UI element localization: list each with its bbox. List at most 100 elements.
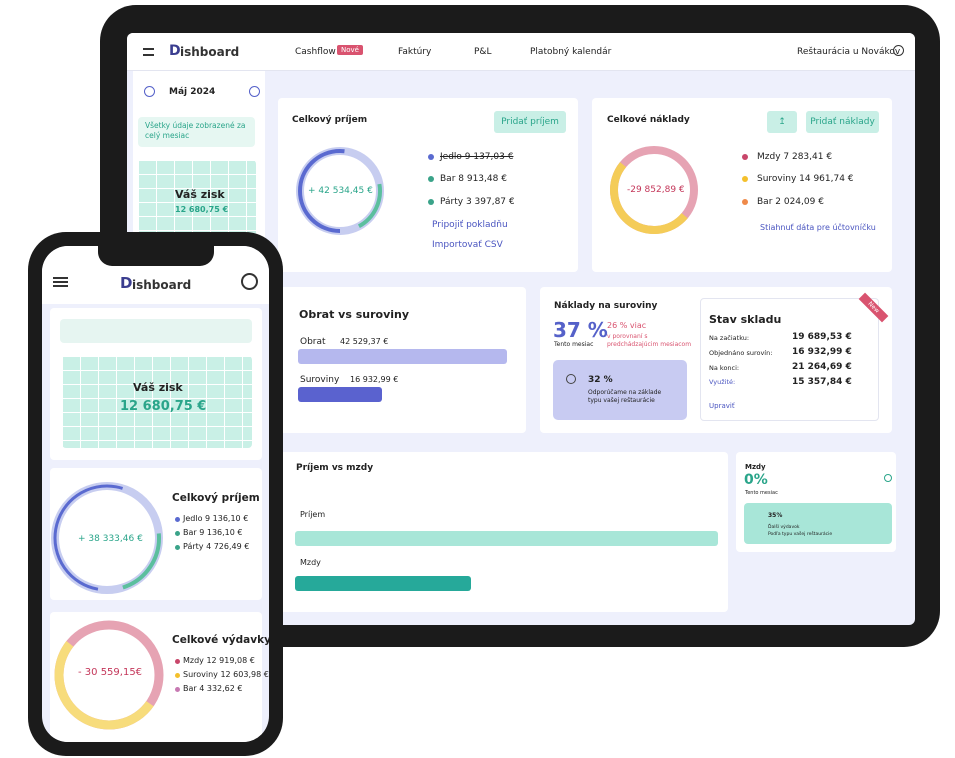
row-label: Obrat [300,337,326,347]
link[interactable]: Importovať CSV [432,240,503,250]
logo-mark: D [120,274,133,292]
legend-dot [428,199,434,205]
legend-item: Bar 2 024,09 € [757,197,824,207]
stock-label: Využité: [709,378,736,386]
legend-item: Suroviny 12 603,98 € [183,670,269,679]
legend-item: Jedlo 9 137,03 € [440,152,514,162]
card-title: Celkové náklady [607,115,690,125]
wages-value: 0% [744,472,768,488]
notch [98,246,214,266]
nav-item[interactable]: Faktúry [398,47,432,57]
tip-box [553,360,687,420]
income-total: + 42 534,45 € [308,186,373,196]
legend-item: Mzdy 7 283,41 € [757,152,833,162]
stock-label: Objednáno surovín: [709,349,773,357]
legend-dot [175,659,180,664]
legend-item: Párty 3 397,87 € [440,197,515,207]
percent: 37 % [553,318,608,342]
user-icon[interactable] [893,45,904,56]
tip-text: Podľa typu vašej reštaurácie [768,532,833,537]
download-link[interactable]: Stiahnuť dáta pre účtovníčku [760,223,876,232]
next-month[interactable] [249,86,260,97]
tip-box [744,503,892,544]
costs-donut [610,146,698,234]
income-donut [51,482,163,594]
costs-total: - 30 559,15€ [78,667,143,678]
legend-dot [175,545,180,550]
legend-item: Bar 4 332,62 € [183,684,243,693]
bar [295,576,471,591]
profit-box [138,160,256,240]
edit-link[interactable]: Upraviť [709,402,735,410]
legend-item: Mzdy 12 919,08 € [183,656,255,665]
month: Máj 2024 [169,87,216,97]
legend-dot [742,176,748,182]
menu-icon[interactable] [143,48,154,56]
user-name[interactable]: Reštaurácia u Novákov [797,47,901,57]
nav-item[interactable]: Platobný kalendár [530,47,612,57]
link[interactable]: Pripojiť pokladňu [432,220,508,230]
legend-dot [175,673,180,678]
upload[interactable]: ↥ [767,111,797,133]
card-title: Celkový príjem [292,115,368,125]
row-value: 16 932,99 € [350,375,399,384]
stock-card [700,298,879,421]
tip-value: 32 % [588,375,613,385]
stock-label: Na konci: [709,364,740,372]
card-title: Mzdy [745,463,766,471]
stock-value: 16 932,99 € [792,347,852,357]
phone-screen: D ishboard Váš zisk 12 680,75 € + 38 333… [42,246,269,742]
change-note: v porovnaní s predchádzajúcim mesiacom [607,333,692,348]
legend-item: Bar 9 136,10 € [183,528,243,537]
legend-dot [175,517,180,522]
stock-label: Na začiatku: [709,334,750,342]
bar [295,531,718,546]
card-title: Obrat vs suroviny [299,308,410,321]
menu-icon[interactable] [53,277,68,287]
card-title: Celkový príjem [172,492,260,504]
prev-month[interactable] [144,86,155,97]
legend-dot [428,154,434,160]
nav-bar [127,33,915,71]
card-title: Celkové výdavky [172,634,269,646]
income-total: + 38 333,46 € [78,534,143,544]
costs-total: -29 852,89 € [627,185,685,195]
add-income[interactable]: Pridať príjem [494,111,566,133]
legend-item: Bar 8 913,48 € [440,174,507,184]
target-icon [566,374,576,384]
period: Tento mesiac [745,490,778,496]
nav-badge: Nové [337,45,363,55]
profit: 12 680,75 € [175,205,229,214]
profit-label: Váš zisk [133,381,183,394]
legend-dot [742,199,748,205]
tip-text: Ďalší výdavok [768,525,800,530]
profit-label: Váš zisk [175,188,225,201]
card-title: Príjem vs mzdy [296,463,374,473]
row-label: Príjem [300,510,326,519]
bar [298,349,507,364]
menu-mid [53,281,68,283]
period: Tento mesiac [554,341,594,348]
tip-value: 35% [768,512,783,519]
row-value: 42 529,37 € [340,337,389,346]
note: Všetky údaje zobrazené za celý mesiac [145,121,246,140]
change: 26 % viac [607,321,647,330]
bar [298,387,382,402]
nav-item[interactable]: Cashflow [295,47,336,57]
stock-value: 15 357,84 € [792,377,852,387]
legend-dot [742,154,748,160]
info-icon[interactable] [884,474,892,482]
costs-donut [54,620,164,730]
card-title: Stav skladu [709,313,782,326]
profit-box [62,356,252,448]
logo: ishboard [180,45,240,59]
user-icon[interactable] [241,273,258,290]
card-title: Náklady na suroviny [554,301,658,311]
add-costs[interactable]: Pridať náklady [806,111,879,133]
legend-item: Párty 4 726,49 € [183,542,250,551]
blank-box [60,319,252,343]
logo-mark: D [169,43,181,59]
nav-item[interactable]: P&L [474,47,492,57]
legend-dot [175,687,180,692]
income-donut [296,147,384,235]
